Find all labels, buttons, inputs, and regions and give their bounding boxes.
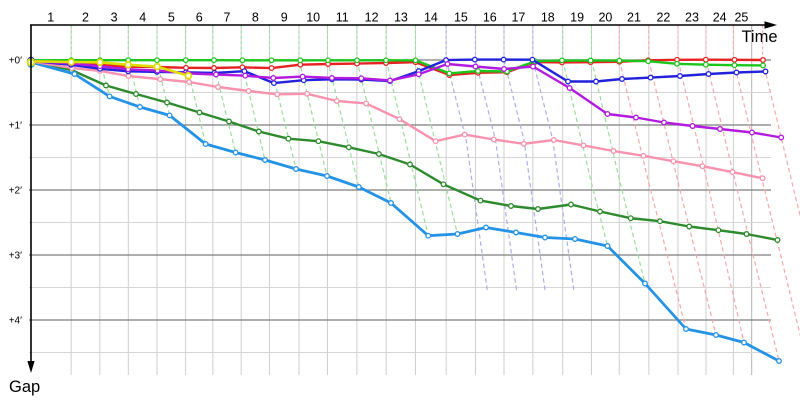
svg-text:24: 24 (713, 11, 727, 25)
svg-text:4: 4 (139, 11, 146, 25)
svg-text:2: 2 (82, 11, 89, 25)
svg-text:6: 6 (196, 11, 203, 25)
svg-text:13: 13 (394, 11, 408, 25)
svg-text:15: 15 (454, 11, 468, 25)
svg-text:+0′: +0′ (9, 56, 22, 67)
svg-text:11: 11 (336, 11, 349, 25)
svg-text:8: 8 (252, 11, 259, 25)
svg-text:3: 3 (111, 11, 118, 25)
svg-text:+3′: +3′ (9, 251, 22, 262)
svg-text:18: 18 (541, 11, 555, 25)
svg-text:+4′: +4′ (9, 316, 22, 327)
svg-text:1: 1 (47, 11, 54, 25)
svg-text:Time: Time (741, 28, 777, 46)
svg-text:25: 25 (734, 11, 748, 25)
svg-text:12: 12 (365, 11, 379, 25)
svg-text:23: 23 (685, 11, 699, 25)
svg-text:22: 22 (656, 11, 670, 25)
svg-text:+1′: +1′ (9, 121, 22, 132)
svg-text:20: 20 (598, 11, 612, 25)
svg-text:19: 19 (570, 11, 584, 25)
svg-text:+2′: +2′ (9, 186, 22, 197)
svg-text:16: 16 (483, 11, 497, 25)
svg-text:9: 9 (281, 11, 288, 25)
svg-text:Gap: Gap (9, 378, 40, 396)
svg-text:21: 21 (627, 11, 641, 25)
svg-text:10: 10 (306, 11, 320, 25)
svg-text:14: 14 (424, 11, 438, 25)
svg-text:5: 5 (168, 11, 175, 25)
svg-text:17: 17 (511, 11, 525, 25)
svg-text:7: 7 (224, 11, 231, 25)
